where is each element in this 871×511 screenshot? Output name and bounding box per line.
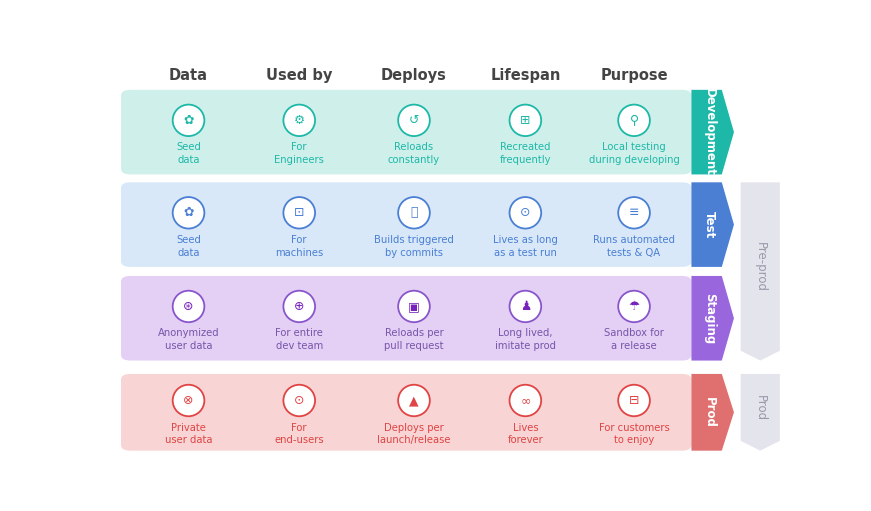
Text: ▣: ▣ <box>408 300 420 313</box>
Text: Lifespan: Lifespan <box>490 67 561 83</box>
Ellipse shape <box>283 385 315 416</box>
Ellipse shape <box>283 105 315 136</box>
Ellipse shape <box>398 105 429 136</box>
Text: Seed
data: Seed data <box>176 235 201 258</box>
Ellipse shape <box>172 291 205 322</box>
Text: Prod: Prod <box>753 396 766 422</box>
Ellipse shape <box>510 197 541 228</box>
Text: Lives
forever: Lives forever <box>508 423 544 445</box>
Ellipse shape <box>510 105 541 136</box>
Ellipse shape <box>618 105 650 136</box>
Text: Deploys: Deploys <box>381 67 447 83</box>
Text: ∞: ∞ <box>520 394 530 407</box>
Text: ⊡: ⊡ <box>294 206 305 219</box>
Text: Long lived,
imitate prod: Long lived, imitate prod <box>495 329 556 351</box>
Text: Runs automated
tests & QA: Runs automated tests & QA <box>593 235 675 258</box>
Text: Deploys per
launch/release: Deploys per launch/release <box>377 423 450 445</box>
Text: ⊙: ⊙ <box>520 206 530 219</box>
Ellipse shape <box>618 291 650 322</box>
Text: ⚲: ⚲ <box>630 114 638 127</box>
Ellipse shape <box>398 385 429 416</box>
Ellipse shape <box>510 385 541 416</box>
Ellipse shape <box>618 385 650 416</box>
Text: Reloads
constantly: Reloads constantly <box>388 143 440 165</box>
Text: ⊞: ⊞ <box>520 114 530 127</box>
Text: Seed
data: Seed data <box>176 143 201 165</box>
Polygon shape <box>692 182 734 267</box>
FancyBboxPatch shape <box>121 182 692 267</box>
Text: Test: Test <box>703 211 716 238</box>
Ellipse shape <box>172 105 205 136</box>
Text: ⊕: ⊕ <box>294 300 305 313</box>
Text: Development: Development <box>703 88 716 176</box>
Text: ⊙: ⊙ <box>294 394 305 407</box>
FancyBboxPatch shape <box>121 374 692 451</box>
Ellipse shape <box>398 291 429 322</box>
Ellipse shape <box>283 197 315 228</box>
Text: For
end-users: For end-users <box>274 423 324 445</box>
Text: Reloads per
pull request: Reloads per pull request <box>384 329 443 351</box>
Text: Recreated
frequently: Recreated frequently <box>500 143 551 165</box>
FancyBboxPatch shape <box>121 90 692 174</box>
Text: ♟: ♟ <box>520 300 531 313</box>
FancyBboxPatch shape <box>121 276 692 361</box>
Ellipse shape <box>172 385 205 416</box>
Text: Sandbox for
a release: Sandbox for a release <box>604 329 664 351</box>
Polygon shape <box>740 182 780 361</box>
Text: Purpose: Purpose <box>600 67 668 83</box>
Text: Lives as long
as a test run: Lives as long as a test run <box>493 235 557 258</box>
Text: ✿: ✿ <box>183 114 193 127</box>
Polygon shape <box>692 374 734 451</box>
Text: For
machines: For machines <box>275 235 323 258</box>
Text: ⚙: ⚙ <box>294 114 305 127</box>
Text: ⊛: ⊛ <box>183 300 193 313</box>
Ellipse shape <box>618 197 650 228</box>
Text: ▲: ▲ <box>409 394 419 407</box>
Text: Prod: Prod <box>703 397 716 428</box>
Text: Used by: Used by <box>266 67 333 83</box>
Ellipse shape <box>172 197 205 228</box>
Ellipse shape <box>510 291 541 322</box>
Text: ↺: ↺ <box>408 114 419 127</box>
Text: ✿: ✿ <box>183 206 193 219</box>
Text: Data: Data <box>169 67 208 83</box>
Text: Local testing
during developing: Local testing during developing <box>589 143 679 165</box>
Text: Anonymized
user data: Anonymized user data <box>158 329 219 351</box>
Text: ⊟: ⊟ <box>629 394 639 407</box>
Text: ≡: ≡ <box>629 206 639 219</box>
Polygon shape <box>692 276 734 361</box>
Text: For entire
dev team: For entire dev team <box>275 329 323 351</box>
Polygon shape <box>692 90 734 174</box>
Text: ⌚: ⌚ <box>410 206 418 219</box>
Text: Staging: Staging <box>703 293 716 344</box>
Text: ☂: ☂ <box>628 300 639 313</box>
Ellipse shape <box>398 197 429 228</box>
Text: Builds triggered
by commits: Builds triggered by commits <box>374 235 454 258</box>
Text: For
Engineers: For Engineers <box>274 143 324 165</box>
Polygon shape <box>740 374 780 451</box>
Text: For customers
to enjoy: For customers to enjoy <box>598 423 670 445</box>
Ellipse shape <box>283 291 315 322</box>
Text: Pre-prod: Pre-prod <box>753 243 766 292</box>
Text: Private
user data: Private user data <box>165 423 213 445</box>
Text: ⊗: ⊗ <box>183 394 193 407</box>
